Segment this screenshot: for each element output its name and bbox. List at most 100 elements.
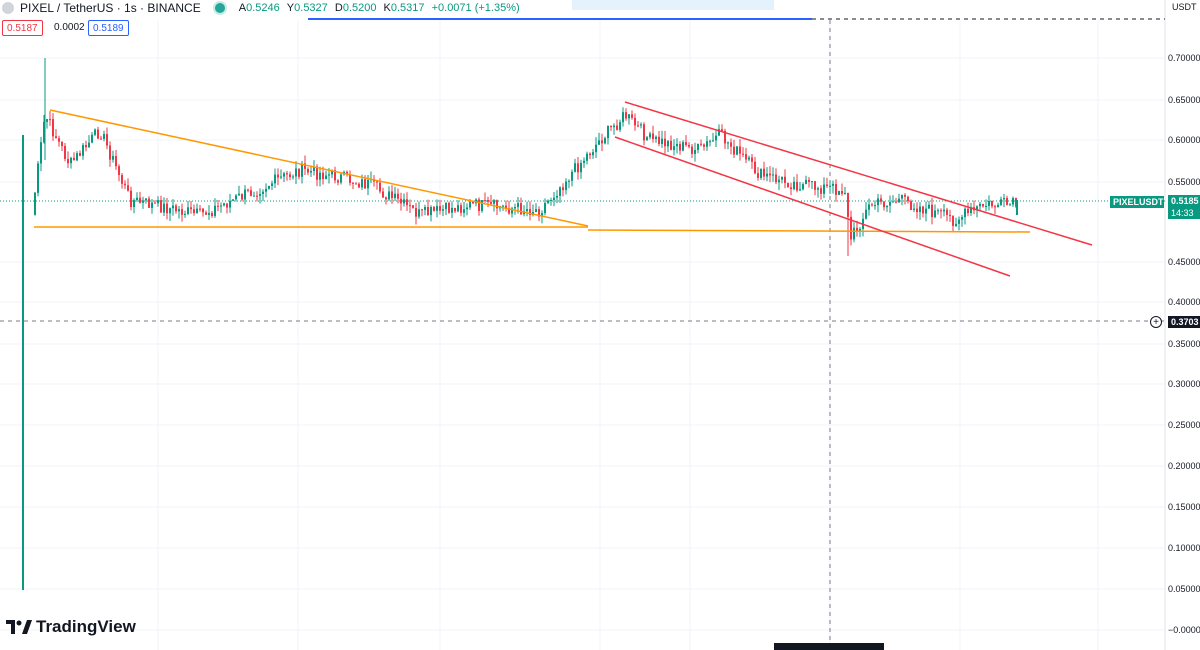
candle-body	[94, 129, 96, 135]
buy-button[interactable]: 0.5189	[88, 20, 129, 36]
symbol-title[interactable]: PIXEL / TetherUS · 1s · BINANCE	[20, 1, 201, 15]
candle-body	[583, 160, 585, 163]
candle-body	[547, 200, 549, 203]
candle-body	[814, 181, 816, 190]
candle-body	[802, 184, 804, 190]
candle-body	[961, 217, 963, 220]
candle-body	[223, 203, 225, 206]
candle-body	[190, 207, 192, 210]
candle-body	[682, 142, 684, 151]
candle-body	[925, 208, 927, 214]
candle-body	[982, 203, 984, 207]
candle-body	[766, 173, 768, 177]
candle-body	[976, 206, 978, 211]
candle-body	[709, 141, 711, 143]
candle-body	[544, 202, 546, 214]
candle-body	[433, 207, 435, 211]
candle-body	[937, 210, 939, 212]
candle-body	[271, 183, 273, 186]
candle-body	[268, 185, 270, 189]
candle-body	[679, 143, 681, 151]
candle-body	[907, 196, 909, 202]
candle-body	[34, 192, 36, 215]
candle-body	[871, 204, 873, 206]
candle-body	[163, 203, 165, 213]
candle-body	[64, 145, 66, 159]
crosshair-price-tag: 0.3703	[1168, 316, 1200, 328]
candle-body	[919, 206, 921, 213]
candle-body	[400, 198, 402, 204]
candle-body	[559, 187, 561, 196]
candle-body	[229, 200, 231, 208]
sell-button[interactable]: 0.5187	[2, 20, 43, 36]
candle-body	[889, 202, 891, 206]
candle-body	[745, 154, 747, 160]
candle-body	[382, 191, 384, 198]
candle-body	[688, 145, 690, 147]
candle-body	[442, 209, 444, 211]
candle-body	[220, 205, 222, 207]
candle-body	[109, 145, 111, 160]
candle-body	[385, 197, 387, 200]
candle-body	[346, 171, 348, 175]
candle-body	[694, 149, 696, 154]
candle-body	[277, 174, 279, 178]
market-status-icon[interactable]	[214, 3, 225, 13]
candle-body	[742, 153, 744, 155]
candle-body	[184, 213, 186, 215]
candle-body	[886, 205, 888, 208]
candle-body	[118, 166, 120, 176]
candle-body	[262, 191, 264, 194]
high-label: Y	[286, 2, 295, 14]
candle-body	[574, 163, 576, 172]
close-label: K	[383, 2, 391, 14]
candle-body	[502, 205, 504, 207]
low-value: 0.5200	[342, 2, 377, 14]
candle-body	[73, 157, 75, 161]
candle-body	[46, 119, 48, 122]
axis-unit[interactable]: USDT	[1172, 2, 1197, 12]
candle-body	[130, 190, 132, 208]
candle-body	[112, 155, 114, 160]
candle-body	[148, 198, 150, 208]
price-axis-tick: 0.10000	[1168, 543, 1200, 553]
candle-body	[835, 183, 837, 195]
candle-body	[451, 207, 453, 213]
candle-body	[940, 210, 942, 212]
change-value: +0.0071 (+1.35%)	[431, 2, 520, 14]
candle-body	[466, 207, 468, 210]
plus-icon[interactable]: +	[1150, 316, 1162, 328]
candle-body	[658, 136, 660, 145]
candle-body	[82, 145, 84, 156]
bottom-scroll-bar[interactable]	[774, 643, 884, 650]
candle-body	[361, 179, 363, 188]
price-axis-tick: 0.45000	[1168, 257, 1200, 267]
candle-body	[145, 198, 147, 201]
candle-body	[607, 125, 609, 139]
candle-body	[616, 125, 618, 130]
candle-body	[970, 207, 972, 213]
candle-body	[484, 200, 486, 202]
candle-body	[844, 192, 846, 194]
candle-body	[487, 200, 489, 202]
candle-body	[847, 192, 849, 217]
candle-body	[877, 198, 879, 206]
symbol-logo-icon	[2, 2, 14, 14]
candle-body	[250, 190, 252, 196]
candle-body	[727, 142, 729, 144]
candle-body	[160, 200, 162, 213]
candle-body	[661, 138, 663, 145]
candle-body	[178, 209, 180, 212]
candle-body	[640, 124, 642, 126]
candle-body	[388, 191, 390, 200]
candle-body	[454, 207, 456, 212]
candle-body	[655, 136, 657, 140]
candle-body	[859, 228, 861, 231]
tradingview-logo[interactable]: TradingView	[6, 617, 136, 637]
candle-body	[526, 209, 528, 212]
candle-body	[934, 210, 936, 218]
candle-body	[103, 134, 105, 139]
candle-body	[622, 112, 624, 123]
